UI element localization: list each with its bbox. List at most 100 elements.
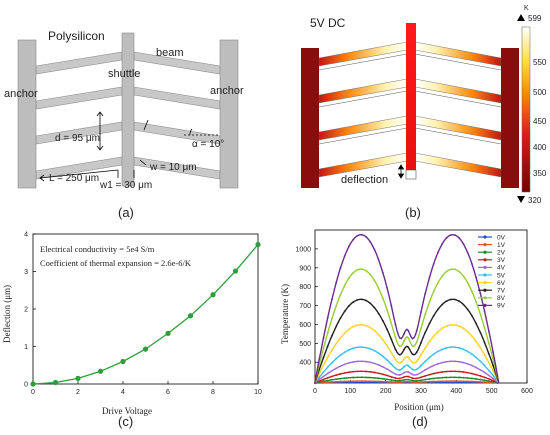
x-tick-label: 600 xyxy=(521,388,533,395)
data-point xyxy=(441,275,444,278)
data-point xyxy=(394,336,397,339)
data-point xyxy=(326,356,329,359)
data-point xyxy=(369,376,372,379)
data-point xyxy=(470,314,473,317)
data-point xyxy=(462,275,465,278)
data-point xyxy=(120,358,126,365)
colorbar xyxy=(521,26,531,193)
data-point xyxy=(339,317,342,320)
data-point xyxy=(386,287,388,289)
data-point xyxy=(458,381,461,384)
data-point xyxy=(343,284,346,287)
data-point xyxy=(449,234,452,236)
y-tick-label: 700 xyxy=(299,303,311,310)
colorbar-max: 599 xyxy=(528,14,542,23)
data-point xyxy=(437,380,439,383)
data-point xyxy=(445,300,448,303)
data-point xyxy=(331,349,333,352)
data-point xyxy=(356,346,359,349)
data-point xyxy=(441,348,444,351)
shuttle-original-outline xyxy=(405,169,417,180)
data-point xyxy=(331,375,333,378)
data-point xyxy=(470,262,473,265)
caption-b: (b) xyxy=(405,205,421,220)
data-point xyxy=(360,233,363,236)
colorbar-min: 320 xyxy=(528,196,542,205)
data-point xyxy=(437,308,439,311)
data-point xyxy=(487,369,490,372)
data-point xyxy=(428,356,431,359)
data-point xyxy=(407,346,410,349)
data-point xyxy=(483,364,486,367)
data-point xyxy=(364,299,367,302)
data-point xyxy=(343,255,346,257)
data-point xyxy=(369,370,372,373)
annotation-conductivity: Electrical conductivity = 5e4 S/m xyxy=(40,244,155,254)
data-point xyxy=(458,300,461,303)
data-point xyxy=(466,308,469,311)
data-point xyxy=(445,237,448,239)
data-point xyxy=(356,360,359,363)
data-point xyxy=(381,380,384,383)
data-point xyxy=(492,377,494,380)
min-triangle-icon xyxy=(517,196,525,203)
data-point xyxy=(466,362,469,365)
data-point xyxy=(424,375,427,377)
data-point xyxy=(420,341,422,344)
data-point xyxy=(381,338,384,341)
data-point xyxy=(390,338,393,341)
y-tick-label: 0 xyxy=(24,382,28,389)
hot-beam xyxy=(318,41,408,67)
data-point xyxy=(331,317,333,320)
data-point xyxy=(348,277,350,280)
data-point xyxy=(462,361,465,364)
data-point xyxy=(420,381,422,383)
data-point xyxy=(381,297,384,300)
legend-marker xyxy=(483,288,487,292)
data-point xyxy=(322,364,325,367)
data-point xyxy=(487,342,490,344)
data-point xyxy=(441,380,444,383)
data-point xyxy=(415,377,418,380)
data-point xyxy=(415,379,418,382)
hot-beam xyxy=(414,78,502,104)
data-point xyxy=(339,377,342,380)
hot-beam xyxy=(318,115,408,141)
data-point xyxy=(326,331,329,334)
data-point xyxy=(339,293,342,296)
data-point xyxy=(424,380,427,383)
data-point xyxy=(339,373,342,375)
data-point xyxy=(441,327,444,330)
data-point xyxy=(403,376,405,378)
data-point xyxy=(318,376,321,379)
data-point xyxy=(458,360,461,363)
data-point xyxy=(466,380,469,383)
data-point xyxy=(352,238,355,241)
data-point xyxy=(487,377,490,380)
x-tick-label: 4 xyxy=(121,389,125,396)
data-point xyxy=(390,322,393,325)
data-point xyxy=(407,329,410,332)
hot-beam xyxy=(414,152,502,178)
data-point xyxy=(428,378,431,380)
data-point xyxy=(462,371,465,373)
data-point xyxy=(445,270,448,273)
data-point xyxy=(352,376,355,379)
data-point xyxy=(462,380,465,383)
data-point xyxy=(369,273,372,276)
data-point xyxy=(377,372,380,375)
label-deflection: deflection xyxy=(341,174,388,186)
beam xyxy=(133,86,221,110)
data-point xyxy=(449,324,452,326)
data-point xyxy=(420,364,422,367)
deflection-chart: 0 2 4 6 8 10 0 1 2 3 4 Electrical conductivity = 5… xyxy=(2,232,262,417)
schematic-a: Polysilicon beam shuttle anchor anchor d… xyxy=(4,29,244,191)
data-point xyxy=(398,377,401,380)
data-point xyxy=(373,380,376,383)
data-point xyxy=(352,370,355,373)
data-point xyxy=(445,380,448,383)
data-point xyxy=(398,353,401,356)
data-point xyxy=(373,279,376,282)
data-point xyxy=(479,380,482,383)
data-point xyxy=(394,358,397,361)
